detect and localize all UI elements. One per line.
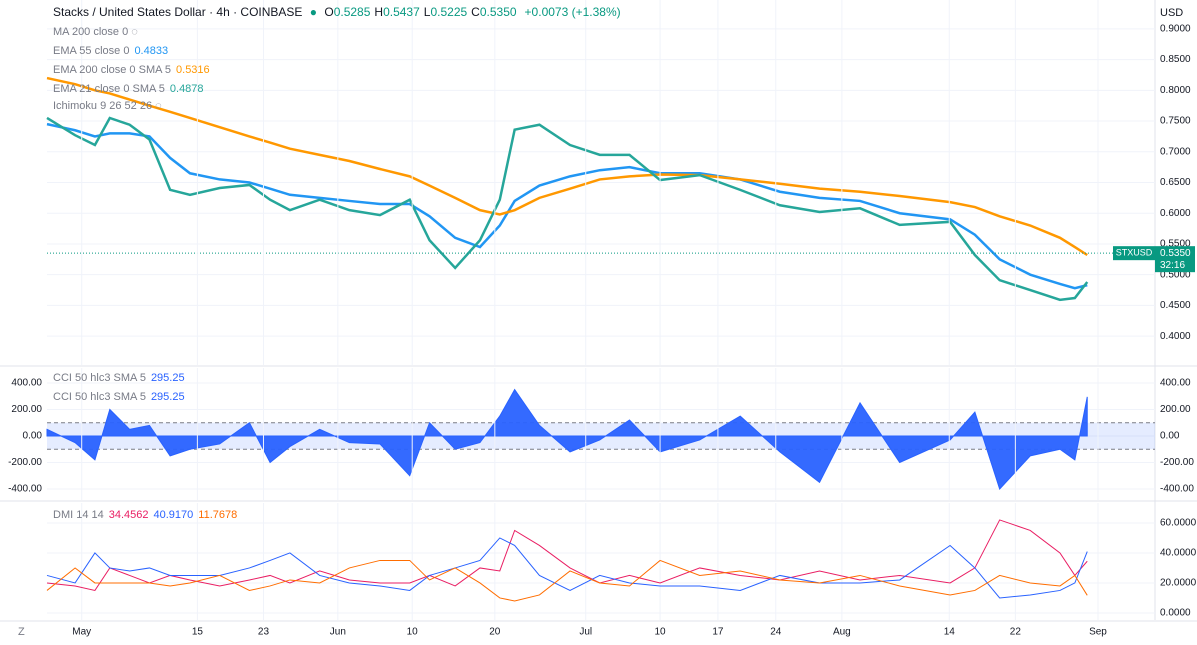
price-tag-text: 0.5350: [1160, 248, 1191, 259]
legend-label: MA 200 close 0: [53, 26, 129, 38]
y-tick-label-left: -400.00: [8, 484, 42, 495]
legend-value: 0.4878: [169, 83, 204, 95]
line: [46, 537, 1088, 599]
x-tick-label: Aug: [833, 627, 851, 638]
legend-item: CCI 50 hlc3 SMA 5 295.25: [53, 391, 185, 403]
legend-item: EMA 55 close 0 0.4833: [53, 45, 168, 57]
x-tick-label: 10: [407, 627, 419, 638]
x-tick-label: 10: [655, 627, 667, 638]
x-tick-label: 15: [192, 627, 204, 638]
y-tick-label: 40.0000: [1160, 548, 1197, 559]
y-tick-label: 20.0000: [1160, 578, 1197, 589]
ohlc-value: 0.5285: [333, 5, 371, 19]
symbol-tag: [1113, 246, 1155, 261]
ohlc-value: 0.5437: [383, 5, 420, 19]
legend-label: CCI 50 hlc3 SMA 5: [53, 391, 146, 403]
ohlc-key: C: [471, 5, 480, 19]
y-tick-label: 200.00: [1160, 404, 1191, 415]
line: [46, 519, 1088, 592]
zoom-button[interactable]: Z: [18, 626, 25, 638]
y-tick-label: -400.00: [1160, 484, 1194, 495]
x-tick-label: 14: [944, 627, 956, 638]
line: [46, 76, 1088, 257]
ohlc-key: H: [374, 5, 384, 19]
x-tick-label: 23: [258, 627, 270, 638]
y-tick-label-left: 0.00: [23, 431, 43, 442]
ohlc-key: O: [324, 5, 334, 19]
legend-item: EMA 21 close 0 SMA 5 0.4878: [53, 83, 204, 95]
countdown: 32:16: [1160, 260, 1185, 271]
legend-value: 295.25: [150, 372, 185, 384]
legend-label: CCI 50 hlc3 SMA 5: [53, 372, 146, 384]
symbol: Stacks / United States Dollar · 4h · COI…: [53, 5, 303, 19]
legend-value: 11.7678: [198, 509, 238, 521]
ohlc-value: 0.5350: [479, 5, 517, 19]
area: [46, 388, 1088, 490]
y-tick-label-left: -200.00: [8, 457, 42, 468]
legend-item: CCI 50 hlc3 SMA 5 295.25: [53, 372, 185, 384]
y-tick-label: 0.7500: [1160, 116, 1191, 127]
y-tick-label: 60.0000: [1160, 518, 1197, 529]
line: [46, 122, 1088, 290]
line: [46, 559, 1088, 602]
price-tag: [1155, 246, 1195, 273]
y-tick-label: 0.7000: [1160, 146, 1191, 157]
x-tick-label: 17: [712, 627, 724, 638]
legend-value: 34.4562: [108, 509, 149, 521]
y-tick-label: 0.4000: [1160, 331, 1191, 342]
ohlc: O0.5285 H0.5437 L0.5225 C0.5350: [324, 5, 520, 19]
legend-label: Ichimoku 9 26 52 26: [53, 100, 153, 112]
legend-item: Ichimoku 9 26 52 26 ◌: [53, 100, 162, 112]
y-tick-label: 0.9000: [1160, 24, 1191, 35]
legend-label: EMA 21 close 0 SMA 5: [53, 83, 165, 95]
x-tick-label: Jul: [579, 627, 592, 638]
legend-row: DMI 14 14 34.4562 40.9170 11.7678: [53, 509, 237, 521]
y-tick-label-left: 400.00: [11, 378, 42, 389]
change: +0.0073 (+1.38%): [524, 5, 621, 19]
ohlc-key: L: [423, 5, 431, 19]
legend-label: EMA 200 close 0 SMA 5: [53, 64, 172, 76]
y-tick-label: 400.00: [1160, 378, 1191, 389]
header: Stacks / United States Dollar · 4h · COI…: [53, 5, 621, 19]
x-tick-label: 22: [1010, 627, 1022, 638]
x-tick-label: Jun: [330, 627, 346, 638]
legend-value: 295.25: [150, 391, 185, 403]
y-tick-label: 0.4500: [1160, 300, 1191, 311]
symbol-tag-text: STXUSD: [1116, 248, 1153, 258]
legend-value: 0.5316: [176, 64, 210, 76]
y-tick-label: 0.8000: [1160, 85, 1191, 96]
y-tick-label-left: 200.00: [11, 404, 42, 415]
x-tick-label: Sep: [1089, 627, 1107, 638]
legend-label: DMI 14 14: [53, 509, 104, 521]
y-tick-label: 0.6500: [1160, 177, 1191, 188]
x-tick-label: 24: [770, 627, 782, 638]
legend-item: EMA 200 close 0 SMA 5 0.5316: [53, 64, 210, 76]
legend-label: EMA 55 close 0: [53, 45, 130, 57]
y-tick-label: 0.8500: [1160, 54, 1191, 65]
ohlc-value: 0.5225: [430, 5, 468, 19]
x-tick-label: May: [72, 627, 91, 638]
legend-value: 0.4833: [134, 45, 169, 57]
x-tick-label: 20: [489, 627, 501, 638]
y-tick-label: 0.0000: [1160, 608, 1191, 619]
legend-item: MA 200 close 0 ◌: [53, 26, 138, 38]
y-tick-label: 0.00: [1160, 431, 1180, 442]
y-tick-label: 0.5000: [1160, 269, 1191, 280]
line: [46, 116, 1089, 302]
y-tick-label: 0.6000: [1160, 208, 1191, 219]
y-tick-label: 0.5500: [1160, 239, 1191, 250]
legend-value: 40.9170: [153, 509, 194, 521]
y-tick-label: -200.00: [1160, 457, 1194, 468]
currency[interactable]: USD: [1160, 7, 1184, 19]
